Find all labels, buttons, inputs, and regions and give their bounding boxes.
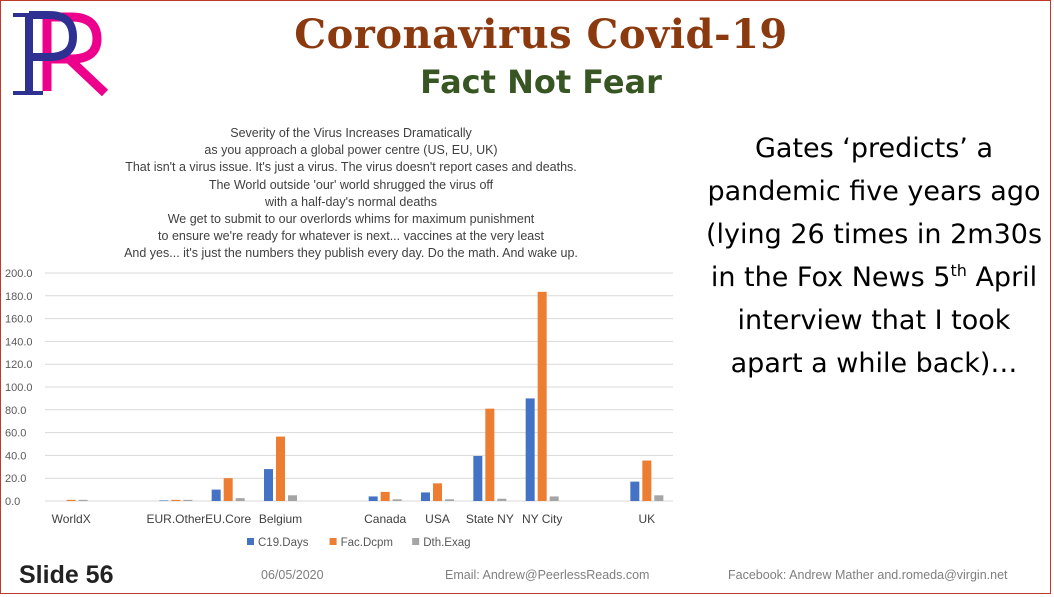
bar <box>235 498 245 501</box>
legend-swatch <box>329 538 337 545</box>
y-tick-label: 200.0 <box>5 268 33 280</box>
chart-title-line: with a half-day's normal deaths <box>265 194 437 209</box>
bar <box>78 499 88 501</box>
bar <box>473 455 483 501</box>
legend-swatch <box>247 538 254 545</box>
slide-subtitle: Fact Not Fear <box>420 63 662 101</box>
side-text-superscript: th <box>950 261 967 280</box>
bar <box>380 491 390 501</box>
y-tick-label: 0.0 <box>5 496 20 508</box>
side-text-line: interview that I took <box>737 305 1011 336</box>
legend-label: C19.Days <box>258 537 309 549</box>
bar <box>211 489 221 501</box>
side-text-line: in the Fox News 5th April <box>693 256 1054 299</box>
bar-chart: 0.0 20.0 40.0 60.0 80.0 100.0 120.0 140.0 160.0 1… <box>5 268 673 549</box>
chart-title-line: as you approach a global power centre (U… <box>204 143 498 158</box>
chart-title-line: We get to submit to our overlords whims … <box>167 212 535 227</box>
x-tick-label: Belgium <box>259 512 302 526</box>
side-text-part: in the Fox News 5 <box>710 262 951 293</box>
bar <box>276 436 285 501</box>
x-tick-label: EUR.Other <box>146 512 205 526</box>
x-tick-label: USA <box>425 512 450 526</box>
bar <box>630 481 640 501</box>
y-tick-label: 40.0 <box>5 450 26 462</box>
chart-title-line: to ensure we're ready for whatever is ne… <box>158 229 544 244</box>
side-commentary: Gates ‘predicts’ a pandemic five years a… <box>693 127 1054 385</box>
legend-label: Dth.Exag <box>423 537 470 549</box>
side-text-part: April <box>966 262 1038 293</box>
chart-title-line: The World outside 'our' world shrugged t… <box>208 177 494 192</box>
bar <box>654 495 664 501</box>
bar <box>642 460 652 501</box>
pr-logo-icon <box>13 11 109 97</box>
y-tick-label: 120.0 <box>5 359 33 371</box>
x-tick-label: Canada <box>364 512 406 526</box>
bar <box>537 291 547 501</box>
y-tick-label: 180.0 <box>5 291 33 303</box>
bar <box>183 499 193 501</box>
bar <box>368 496 378 501</box>
footer-date: 06/05/2020 <box>261 568 324 582</box>
bar <box>445 499 454 501</box>
slide-title: Coronavirus Covid-19 <box>294 11 788 58</box>
x-tick-label: UK <box>638 512 655 526</box>
bar <box>525 398 535 501</box>
legend-label: Fac.Dcpm <box>341 537 393 549</box>
side-text-line: apart a while back)… <box>730 348 1018 379</box>
bar <box>497 498 507 501</box>
side-text-line: (lying 26 times in 2m30s <box>705 219 1043 250</box>
y-tick-label: 100.0 <box>5 382 33 394</box>
y-tick-label: 140.0 <box>5 336 33 348</box>
chart-title-line: That isn't a virus issue. It's just a vi… <box>125 160 577 175</box>
bar <box>264 469 273 501</box>
y-tick-label: 20.0 <box>5 473 26 485</box>
bar <box>549 496 559 501</box>
bar <box>66 499 76 501</box>
x-tick-label: EU.Core <box>205 512 251 526</box>
bar <box>223 478 233 501</box>
legend-swatch <box>412 538 420 545</box>
bar <box>288 495 297 501</box>
x-tick-label: WorldX <box>52 512 91 526</box>
side-text-line: Gates ‘predicts’ a <box>754 133 993 164</box>
bar <box>159 500 169 501</box>
x-tick-label: NY City <box>522 512 562 526</box>
side-text-line: pandemic five years ago <box>707 176 1041 207</box>
y-tick-label: 60.0 <box>5 428 26 440</box>
bar <box>433 483 442 501</box>
chart-title: Severity of the Virus Increases Dramatic… <box>41 125 661 263</box>
chart-title-line: And yes... it's just the numbers they pu… <box>124 246 578 261</box>
bar <box>171 499 181 501</box>
footer-facebook: Facebook: Andrew Mather and.romeda@virgi… <box>728 568 1008 582</box>
bar <box>392 499 402 501</box>
y-tick-label: 160.0 <box>5 314 33 326</box>
slide-number: Slide 56 <box>19 561 114 589</box>
y-tick-label: 80.0 <box>5 405 26 417</box>
footer-email: Email: Andrew@PeerlessReads.com <box>445 568 650 582</box>
bar <box>421 492 430 501</box>
bar <box>485 408 495 501</box>
chart-title-line: Severity of the Virus Increases Dramatic… <box>230 126 472 140</box>
x-tick-label: State NY <box>466 512 514 526</box>
